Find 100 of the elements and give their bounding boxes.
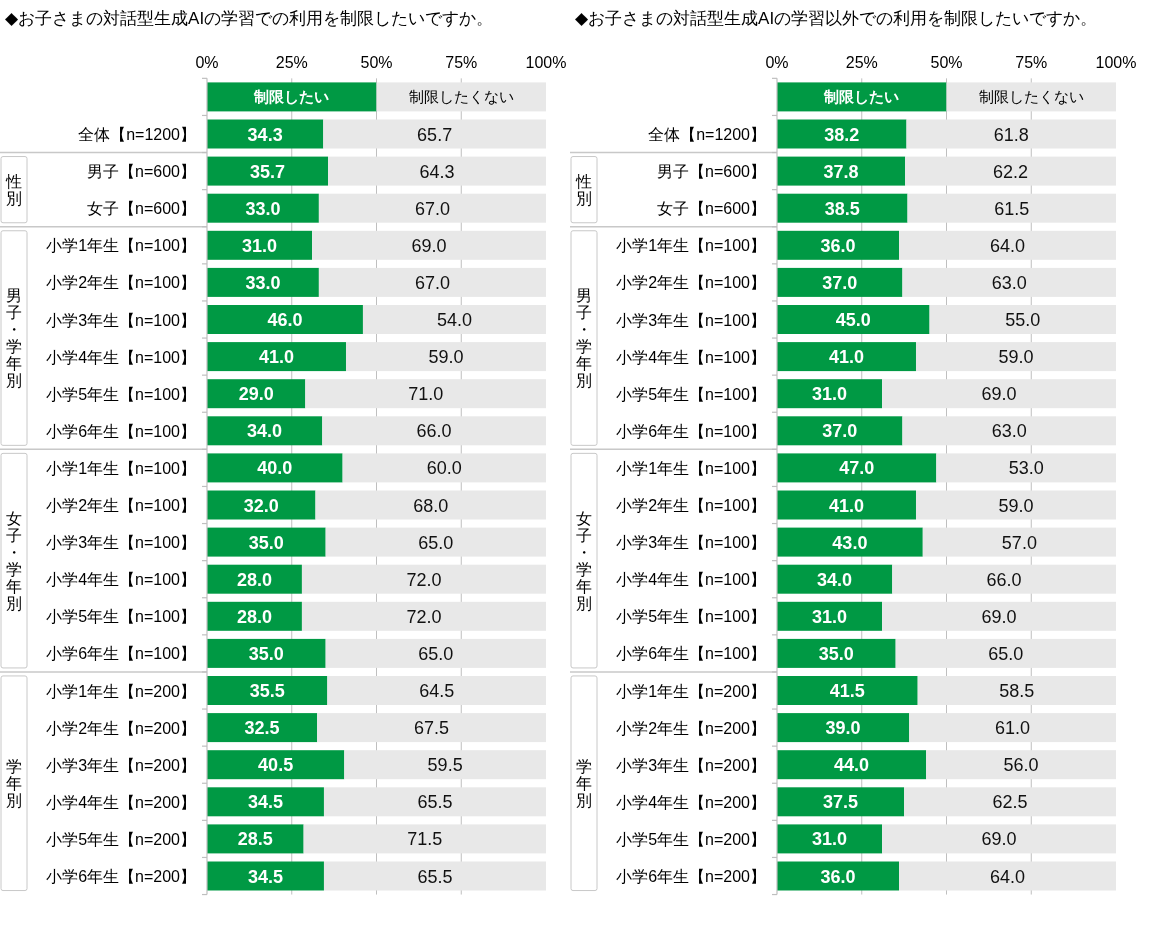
data-label: 71.5 xyxy=(407,829,443,850)
bar xyxy=(777,305,930,334)
bar xyxy=(777,453,937,483)
text: 女子・学年別 xyxy=(6,509,22,612)
y-tick-label: 全体【n=1200】 xyxy=(78,126,196,143)
bar xyxy=(342,453,546,483)
data-label: 61.5 xyxy=(994,198,1030,219)
data-label: 37.5 xyxy=(823,792,859,813)
data-label: 65.7 xyxy=(417,124,453,145)
bar xyxy=(895,638,1116,668)
data-label: 28.0 xyxy=(236,569,272,590)
bar xyxy=(207,193,319,223)
data-label: 65.5 xyxy=(417,792,453,813)
data-label: 39.0 xyxy=(825,718,861,739)
y-tick-label: 小学2年生【n=100】 xyxy=(46,497,196,514)
data-label: 44.0 xyxy=(834,755,870,776)
y-tick-label: 男子【n=600】 xyxy=(87,163,196,181)
bar xyxy=(207,267,319,297)
data-label: 67.5 xyxy=(414,718,450,739)
bar xyxy=(207,861,324,891)
bar xyxy=(207,638,326,668)
bar xyxy=(777,601,883,631)
y-tick-label: 小学4年生【n=200】 xyxy=(46,793,196,811)
data-label: 31.0 xyxy=(242,235,278,256)
y-tick-label: 小学1年生【n=200】 xyxy=(46,682,196,700)
bar xyxy=(922,527,1116,557)
data-label: 72.0 xyxy=(406,606,442,627)
y-tick-label: 小学1年生【n=100】 xyxy=(616,237,766,255)
data-label: 32.5 xyxy=(244,718,280,739)
bar xyxy=(907,193,1116,223)
data-label: 57.0 xyxy=(1001,532,1037,553)
data-label: 40.0 xyxy=(257,458,293,479)
bar xyxy=(305,379,546,409)
y-tick-label: 女子【n=600】 xyxy=(87,200,196,218)
x-tick-label: 0% xyxy=(195,54,219,71)
data-label: 34.3 xyxy=(247,124,283,145)
y-tick-label: 小学1年生【n=100】 xyxy=(616,459,766,477)
y-tick-label: 小学4年生【n=200】 xyxy=(616,793,766,811)
legend-label: 制限したくない xyxy=(408,88,514,106)
data-label: 62.2 xyxy=(993,161,1029,182)
data-label: 56.0 xyxy=(1003,755,1039,776)
data-label: 40.5 xyxy=(258,755,294,776)
bar xyxy=(345,342,546,372)
bar xyxy=(929,305,1116,334)
bar xyxy=(777,119,907,149)
bar xyxy=(207,305,363,334)
data-label: 47.0 xyxy=(839,458,875,479)
data-label: 43.0 xyxy=(832,532,868,553)
bar xyxy=(915,342,1116,372)
bar xyxy=(323,787,546,817)
bar xyxy=(882,601,1116,631)
bar xyxy=(323,861,546,891)
data-label: 37.8 xyxy=(823,161,859,182)
data-label: 53.0 xyxy=(1008,458,1044,479)
y-tick-label: 小学5年生【n=100】 xyxy=(616,608,766,626)
x-tick-label: 50% xyxy=(360,54,393,71)
chart-title: ◆お子さまの対話型生成AIの学習での利用を制限したいですか。 xyxy=(5,9,494,28)
x-tick-label: 100% xyxy=(525,54,567,71)
y-tick-label: 小学4年生【n=100】 xyxy=(46,348,196,366)
bar xyxy=(777,267,903,297)
y-tick-label: 小学6年生【n=200】 xyxy=(46,868,196,885)
text: 女子・学年別 xyxy=(576,509,592,612)
data-label: 59.5 xyxy=(427,755,463,776)
bar xyxy=(899,861,1116,891)
bar xyxy=(301,564,546,594)
legend-label: 制限したい xyxy=(254,88,330,106)
legend-label: 制限したい xyxy=(824,88,900,106)
data-label: 35.0 xyxy=(818,643,854,664)
bar xyxy=(882,824,1116,854)
data-label: 65.0 xyxy=(418,532,454,553)
data-label: 67.0 xyxy=(414,198,450,219)
data-label: 65.0 xyxy=(418,643,454,664)
data-label: 31.0 xyxy=(812,606,848,627)
text: 男子・学年別 xyxy=(6,286,22,389)
bar xyxy=(777,676,918,705)
bar xyxy=(936,453,1116,483)
bar xyxy=(777,527,923,557)
data-label: 36.0 xyxy=(820,235,856,256)
bar xyxy=(317,713,546,743)
y-tick-label: 小学6年生【n=100】 xyxy=(616,422,766,440)
x-tick-label: 100% xyxy=(1095,54,1137,71)
data-label: 31.0 xyxy=(812,384,848,405)
data-label: 34.5 xyxy=(247,792,283,813)
data-label: 41.0 xyxy=(828,495,865,516)
bar xyxy=(327,676,546,705)
bar xyxy=(899,230,1116,260)
data-label: 66.0 xyxy=(416,421,452,442)
bar xyxy=(207,787,324,817)
data-label: 36.0 xyxy=(820,866,856,887)
y-tick-label: 小学3年生【n=100】 xyxy=(616,534,766,552)
bar xyxy=(207,156,329,186)
y-tick-label: 小学6年生【n=200】 xyxy=(616,868,766,885)
y-tick-label: 全体【n=1200】 xyxy=(648,126,766,143)
y-tick-label: 小学5年生【n=100】 xyxy=(46,385,196,403)
data-label: 29.0 xyxy=(238,384,274,405)
data-label: 38.2 xyxy=(824,124,860,145)
y-tick-label: 小学4年生【n=100】 xyxy=(616,348,766,366)
data-label: 46.0 xyxy=(267,310,303,330)
bar xyxy=(909,713,1116,743)
bar xyxy=(344,750,546,780)
